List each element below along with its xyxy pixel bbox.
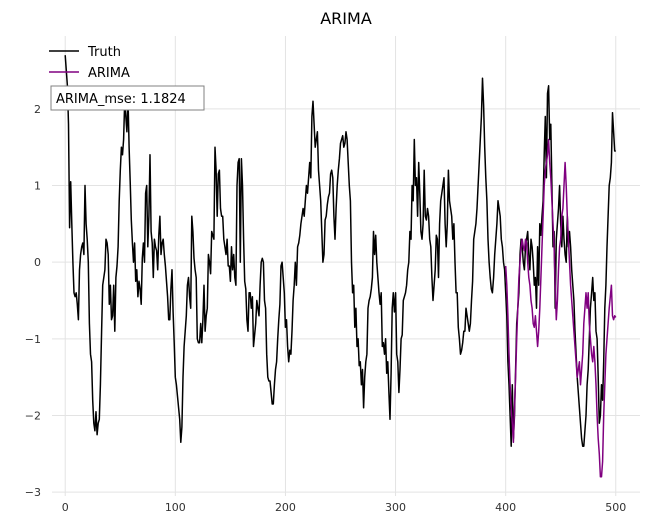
series-line-arima [506, 140, 616, 477]
legend: Truth ARIMA [49, 45, 130, 81]
y-tick-label: 0 [34, 256, 41, 269]
y-tick-label: −2 [25, 410, 41, 423]
mse-annotation: ARIMA_mse: 1.1824 [51, 86, 204, 110]
y-tick-label: −1 [25, 333, 41, 346]
x-tick-label: 400 [495, 501, 516, 514]
chart-title: ARIMA [320, 9, 372, 28]
y-tick-label: 1 [34, 180, 41, 193]
series-lines [65, 55, 616, 477]
mse-annotation-text: ARIMA_mse: 1.1824 [56, 92, 186, 107]
legend-label-arima: ARIMA [88, 66, 130, 81]
y-tick-label: −3 [25, 486, 41, 499]
y-tick-label: 2 [34, 103, 41, 116]
legend-label-truth: Truth [87, 45, 121, 60]
x-tick-label: 300 [385, 501, 406, 514]
x-tick-label: 500 [605, 501, 626, 514]
x-tick-label: 0 [62, 501, 69, 514]
series-line-truth [65, 55, 616, 446]
x-tick-label: 100 [165, 501, 186, 514]
x-tick-label: 200 [275, 501, 296, 514]
